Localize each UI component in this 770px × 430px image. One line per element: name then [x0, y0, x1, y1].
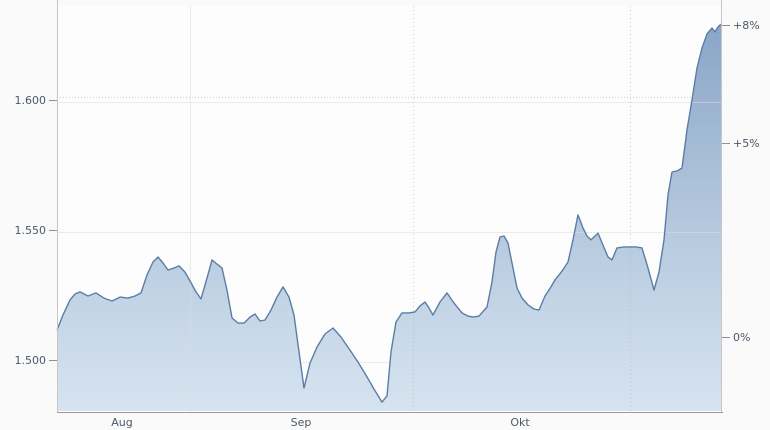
x-axis-month-labels: Aug Sep Okt — [111, 416, 530, 429]
gridlines — [57, 6, 721, 412]
plot-borders — [57, 0, 723, 413]
price-area-fill — [57, 24, 721, 411]
x-axis-month-label: Sep — [291, 416, 312, 429]
x-axis-month-label: Aug — [111, 416, 132, 429]
price-line — [56, 23, 722, 403]
y-left-tick-label: 1.550 — [15, 224, 47, 237]
y-left-tick-label: 1.500 — [15, 354, 47, 367]
x-axis-month-label: Okt — [510, 416, 530, 429]
y-axis-right-labels: +8% +5% 0% — [733, 19, 760, 344]
y-axis-left-labels: 1.600 1.550 1.500 — [15, 94, 47, 367]
y-right-tick-label: +8% — [733, 19, 760, 32]
y-left-tick-label: 1.600 — [15, 94, 47, 107]
axis-ticks — [49, 25, 730, 361]
y-right-tick-label: 0% — [733, 331, 750, 344]
y-right-tick-label: +5% — [733, 137, 760, 150]
